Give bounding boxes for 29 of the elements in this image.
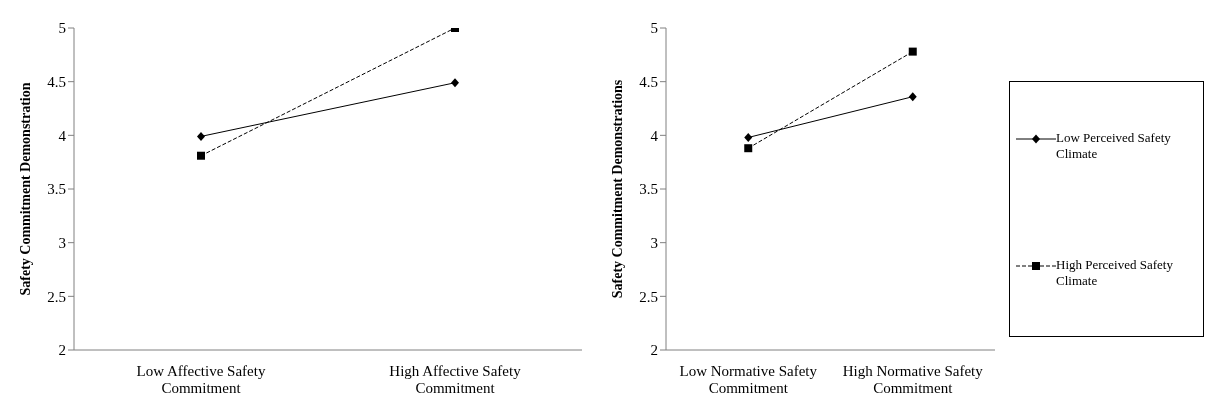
y-tick-label: 4 [650, 127, 659, 144]
y-tick-label: 5 [650, 20, 658, 37]
y-tick-label: 2.5 [639, 288, 658, 305]
y-tick-label: 3 [650, 234, 658, 251]
x-tick-label: Low Normative Safety Commitment [679, 363, 818, 396]
y-axis-title: Safety Commitment Demonstration [17, 82, 33, 296]
point [744, 144, 753, 153]
y-tick-label: 3.5 [639, 181, 658, 198]
y-tick-label: 2 [58, 342, 66, 359]
y-axis-title: Safety Commitment Demonstrations [609, 79, 625, 299]
y-tick-label: 2 [650, 342, 658, 359]
legend-label: Low Perceived Safety Climate [1056, 129, 1172, 162]
point [451, 78, 459, 88]
y-tick-label: 3 [58, 234, 66, 251]
y-tick-label: 3.5 [47, 181, 66, 198]
y-tick-label: 4.5 [639, 73, 658, 90]
point [197, 131, 205, 141]
x-tick-label: Low Affective Safety Commitment [136, 363, 266, 396]
point [744, 132, 753, 142]
point [908, 47, 917, 56]
y-tick-label: 4 [58, 127, 67, 144]
x-tick-label: High Normative Safety Commitment [842, 363, 984, 396]
point [908, 92, 917, 102]
y-tick-label: 2.5 [47, 288, 66, 305]
legend-label: High Perceived Safety Climate [1056, 256, 1174, 289]
y-tick-label: 5 [58, 20, 66, 37]
x-tick-label: High Affective Safety Commitment [389, 363, 522, 396]
y-tick-label: 4.5 [47, 73, 66, 90]
point [197, 151, 205, 160]
